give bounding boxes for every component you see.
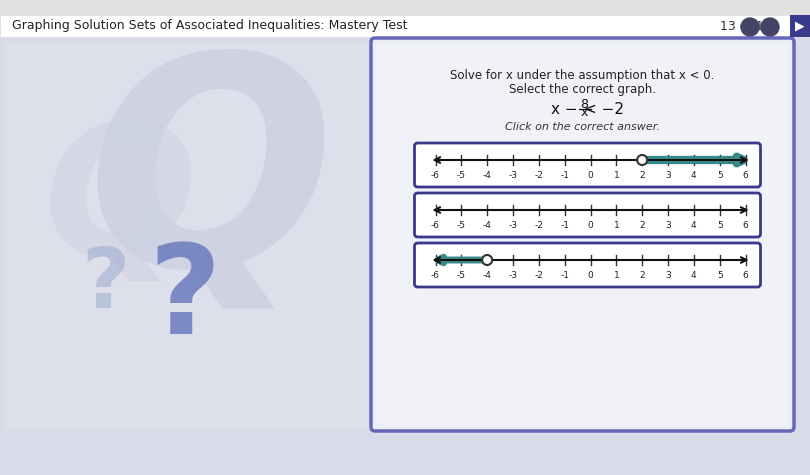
Text: x: x bbox=[581, 106, 588, 120]
Text: Solve for x under the assumption that x < 0.: Solve for x under the assumption that x … bbox=[450, 68, 714, 82]
FancyBboxPatch shape bbox=[415, 243, 761, 287]
FancyBboxPatch shape bbox=[0, 0, 810, 23]
Text: -5: -5 bbox=[457, 171, 466, 180]
FancyBboxPatch shape bbox=[415, 143, 761, 187]
Text: Q: Q bbox=[43, 117, 197, 293]
Circle shape bbox=[482, 255, 492, 265]
Text: -2: -2 bbox=[535, 221, 544, 230]
Text: ?: ? bbox=[149, 239, 221, 361]
FancyBboxPatch shape bbox=[415, 193, 761, 237]
Circle shape bbox=[761, 18, 779, 36]
Text: -4: -4 bbox=[483, 221, 492, 230]
Text: -1: -1 bbox=[561, 271, 569, 280]
Text: x −: x − bbox=[551, 102, 578, 116]
Text: 0: 0 bbox=[587, 221, 594, 230]
Text: -1: -1 bbox=[561, 221, 569, 230]
Text: ▶: ▶ bbox=[795, 19, 805, 32]
FancyBboxPatch shape bbox=[377, 44, 788, 425]
Text: -3: -3 bbox=[509, 221, 518, 230]
FancyBboxPatch shape bbox=[790, 15, 810, 37]
Text: 1: 1 bbox=[613, 221, 619, 230]
Text: 8: 8 bbox=[581, 98, 589, 112]
Text: -5: -5 bbox=[457, 221, 466, 230]
Text: -5: -5 bbox=[457, 271, 466, 280]
Text: Graphing Solution Sets of Associated Inequalities: Mastery Test: Graphing Solution Sets of Associated Ine… bbox=[12, 19, 407, 32]
Text: -3: -3 bbox=[509, 271, 518, 280]
Text: -1: -1 bbox=[561, 171, 569, 180]
Text: 4: 4 bbox=[691, 171, 697, 180]
Circle shape bbox=[637, 155, 647, 165]
Text: 3: 3 bbox=[665, 271, 671, 280]
Text: 2: 2 bbox=[639, 171, 645, 180]
FancyBboxPatch shape bbox=[0, 0, 810, 15]
Text: 1: 1 bbox=[613, 271, 619, 280]
Text: 5: 5 bbox=[717, 271, 723, 280]
Text: 3: 3 bbox=[665, 171, 671, 180]
Text: ?: ? bbox=[81, 245, 129, 325]
Text: -6: -6 bbox=[431, 271, 440, 280]
Text: 1: 1 bbox=[613, 171, 619, 180]
Circle shape bbox=[741, 18, 759, 36]
Text: Click on the correct answer.: Click on the correct answer. bbox=[505, 122, 660, 132]
FancyBboxPatch shape bbox=[5, 42, 370, 430]
FancyBboxPatch shape bbox=[0, 15, 810, 37]
Text: -4: -4 bbox=[483, 171, 492, 180]
Text: 0: 0 bbox=[587, 171, 594, 180]
Text: < −2: < −2 bbox=[585, 102, 625, 116]
Text: Select the correct graph.: Select the correct graph. bbox=[509, 84, 656, 96]
Text: 4: 4 bbox=[691, 221, 697, 230]
Text: 0: 0 bbox=[587, 271, 594, 280]
Text: 2: 2 bbox=[639, 271, 645, 280]
Text: 2: 2 bbox=[639, 221, 645, 230]
Text: -6: -6 bbox=[431, 171, 440, 180]
Text: 3: 3 bbox=[665, 221, 671, 230]
Text: -3: -3 bbox=[509, 171, 518, 180]
Text: -2: -2 bbox=[535, 171, 544, 180]
Text: 13 of 15: 13 of 15 bbox=[720, 19, 772, 32]
Text: Q: Q bbox=[86, 44, 334, 326]
Text: 6: 6 bbox=[743, 171, 748, 180]
Text: 6: 6 bbox=[743, 271, 748, 280]
FancyArrowPatch shape bbox=[645, 157, 744, 163]
Text: 5: 5 bbox=[717, 171, 723, 180]
Text: -6: -6 bbox=[431, 221, 440, 230]
Text: 6: 6 bbox=[743, 221, 748, 230]
Text: -4: -4 bbox=[483, 271, 492, 280]
Text: 5: 5 bbox=[717, 221, 723, 230]
FancyBboxPatch shape bbox=[371, 38, 794, 431]
Text: 4: 4 bbox=[691, 271, 697, 280]
Text: -2: -2 bbox=[535, 271, 544, 280]
